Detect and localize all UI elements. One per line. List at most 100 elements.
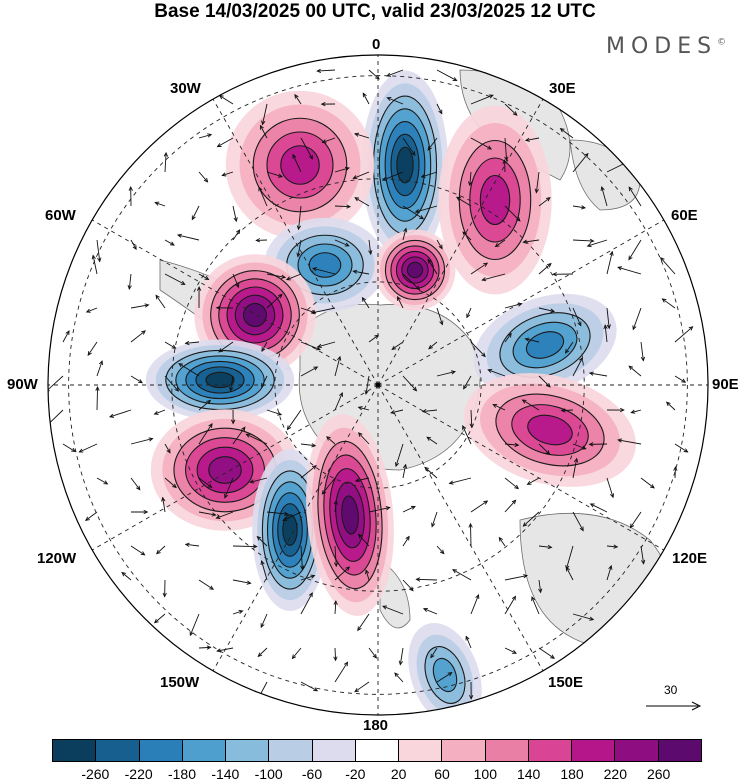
wind-vector-head <box>381 176 387 181</box>
wind-vector <box>185 543 200 547</box>
wind-vector-head <box>357 406 363 411</box>
wind-vector-head <box>207 483 213 489</box>
wind-vector <box>354 681 370 693</box>
wind-vector <box>198 400 211 411</box>
wind-vector <box>300 545 303 570</box>
wind-vector <box>266 409 282 416</box>
wind-vector-head <box>261 347 266 352</box>
wind-vector-head <box>291 654 297 660</box>
wind-vector-head <box>617 266 623 271</box>
wind-vector-head <box>153 410 159 415</box>
wind-vector <box>493 404 506 411</box>
wind-vector <box>368 647 377 659</box>
wind-vector <box>368 334 379 343</box>
vector-reference-arrowhead <box>691 701 702 711</box>
wind-vector <box>456 196 472 207</box>
wind-vector <box>232 273 239 288</box>
anomaly-level-10-6 <box>282 514 298 546</box>
wind-vector-head <box>346 204 352 209</box>
wind-vector-head <box>463 384 468 390</box>
wind-vector-head <box>229 386 234 392</box>
wind-vector-head <box>204 275 210 280</box>
wind-vector-head <box>361 296 367 302</box>
colorbar-segment <box>269 740 313 761</box>
wind-vector <box>416 578 438 581</box>
wind-vector <box>488 369 506 377</box>
wind-vector-head <box>584 152 589 158</box>
wind-vector-head <box>333 499 338 505</box>
anomaly-level-2-4 <box>479 174 511 226</box>
wind-vector <box>640 545 645 564</box>
wind-vector-head <box>481 277 487 282</box>
wind-vector <box>96 239 101 262</box>
wind-vector <box>294 94 302 105</box>
wind-vector-head <box>230 419 236 425</box>
colorbar-segment <box>312 740 356 761</box>
wind-vector <box>452 569 472 581</box>
wind-vector-head <box>412 386 418 392</box>
wind-vector <box>436 69 457 81</box>
wind-vector <box>572 153 589 173</box>
wind-vector-head <box>162 592 167 598</box>
wind-vector <box>266 511 288 515</box>
wind-vector-head <box>564 348 570 354</box>
wind-vector-head <box>163 151 169 157</box>
wind-vector <box>368 69 380 80</box>
wind-vector-head <box>452 77 458 82</box>
wind-vector-head <box>427 145 432 151</box>
wind-vector <box>415 205 438 213</box>
wind-vector-head <box>688 326 694 331</box>
wind-vector <box>334 601 337 615</box>
colorbar-tick-label: 180 <box>560 766 584 782</box>
anomaly-level-8-4 <box>527 414 573 446</box>
wind-vector-head <box>589 616 595 621</box>
wind-vector <box>394 672 404 683</box>
wind-vector <box>286 273 302 281</box>
wind-vector-head <box>550 654 555 659</box>
wind-vector-head <box>534 188 539 194</box>
wind-vector <box>589 372 608 377</box>
lon-label-90e: 90E <box>712 376 739 393</box>
wind-vector-head <box>238 609 244 614</box>
wind-vector <box>606 477 614 498</box>
wind-vector-head <box>281 274 287 279</box>
wind-vector <box>266 171 283 178</box>
wind-vector-head <box>172 483 177 489</box>
wind-vector <box>572 205 586 209</box>
wind-vector <box>590 503 608 513</box>
wind-vector <box>504 596 516 615</box>
wind-vector <box>354 197 370 207</box>
wind-vector <box>662 298 676 309</box>
wind-vector <box>357 613 370 631</box>
wind-vector <box>219 95 234 105</box>
wind-vector-head <box>282 517 288 522</box>
anomaly-level-4-6 <box>406 261 424 279</box>
wind-vector-head <box>452 569 457 574</box>
wind-vector-head <box>581 205 587 210</box>
wind-vector-head <box>613 544 619 549</box>
wind-vector <box>300 341 321 350</box>
wind-vector <box>154 409 166 415</box>
colorbar-segment <box>615 740 659 761</box>
wind-vector <box>572 443 586 450</box>
wind-vector <box>292 154 302 173</box>
wind-vector <box>426 436 438 445</box>
meridian-line <box>377 219 665 386</box>
colorbar-segment <box>182 740 227 761</box>
wind-vector <box>482 273 506 281</box>
wind-vector-head <box>174 387 180 392</box>
wind-vector-head <box>283 511 289 516</box>
wind-vector-head <box>524 337 530 342</box>
wind-vector-head <box>428 344 433 350</box>
wind-vector-head <box>397 295 401 301</box>
anomaly-level-6-6 <box>205 371 235 389</box>
wind-vector <box>674 375 686 383</box>
colorbar-tick-label: -100 <box>254 766 283 782</box>
wind-vector-head <box>606 324 611 330</box>
wind-vector-head <box>259 124 264 130</box>
colorbar-tick-label: -180 <box>167 766 197 782</box>
wind-vector-head <box>431 522 436 528</box>
wind-vector-head <box>665 401 671 407</box>
colorbar-tick-label: 60 <box>434 766 450 782</box>
